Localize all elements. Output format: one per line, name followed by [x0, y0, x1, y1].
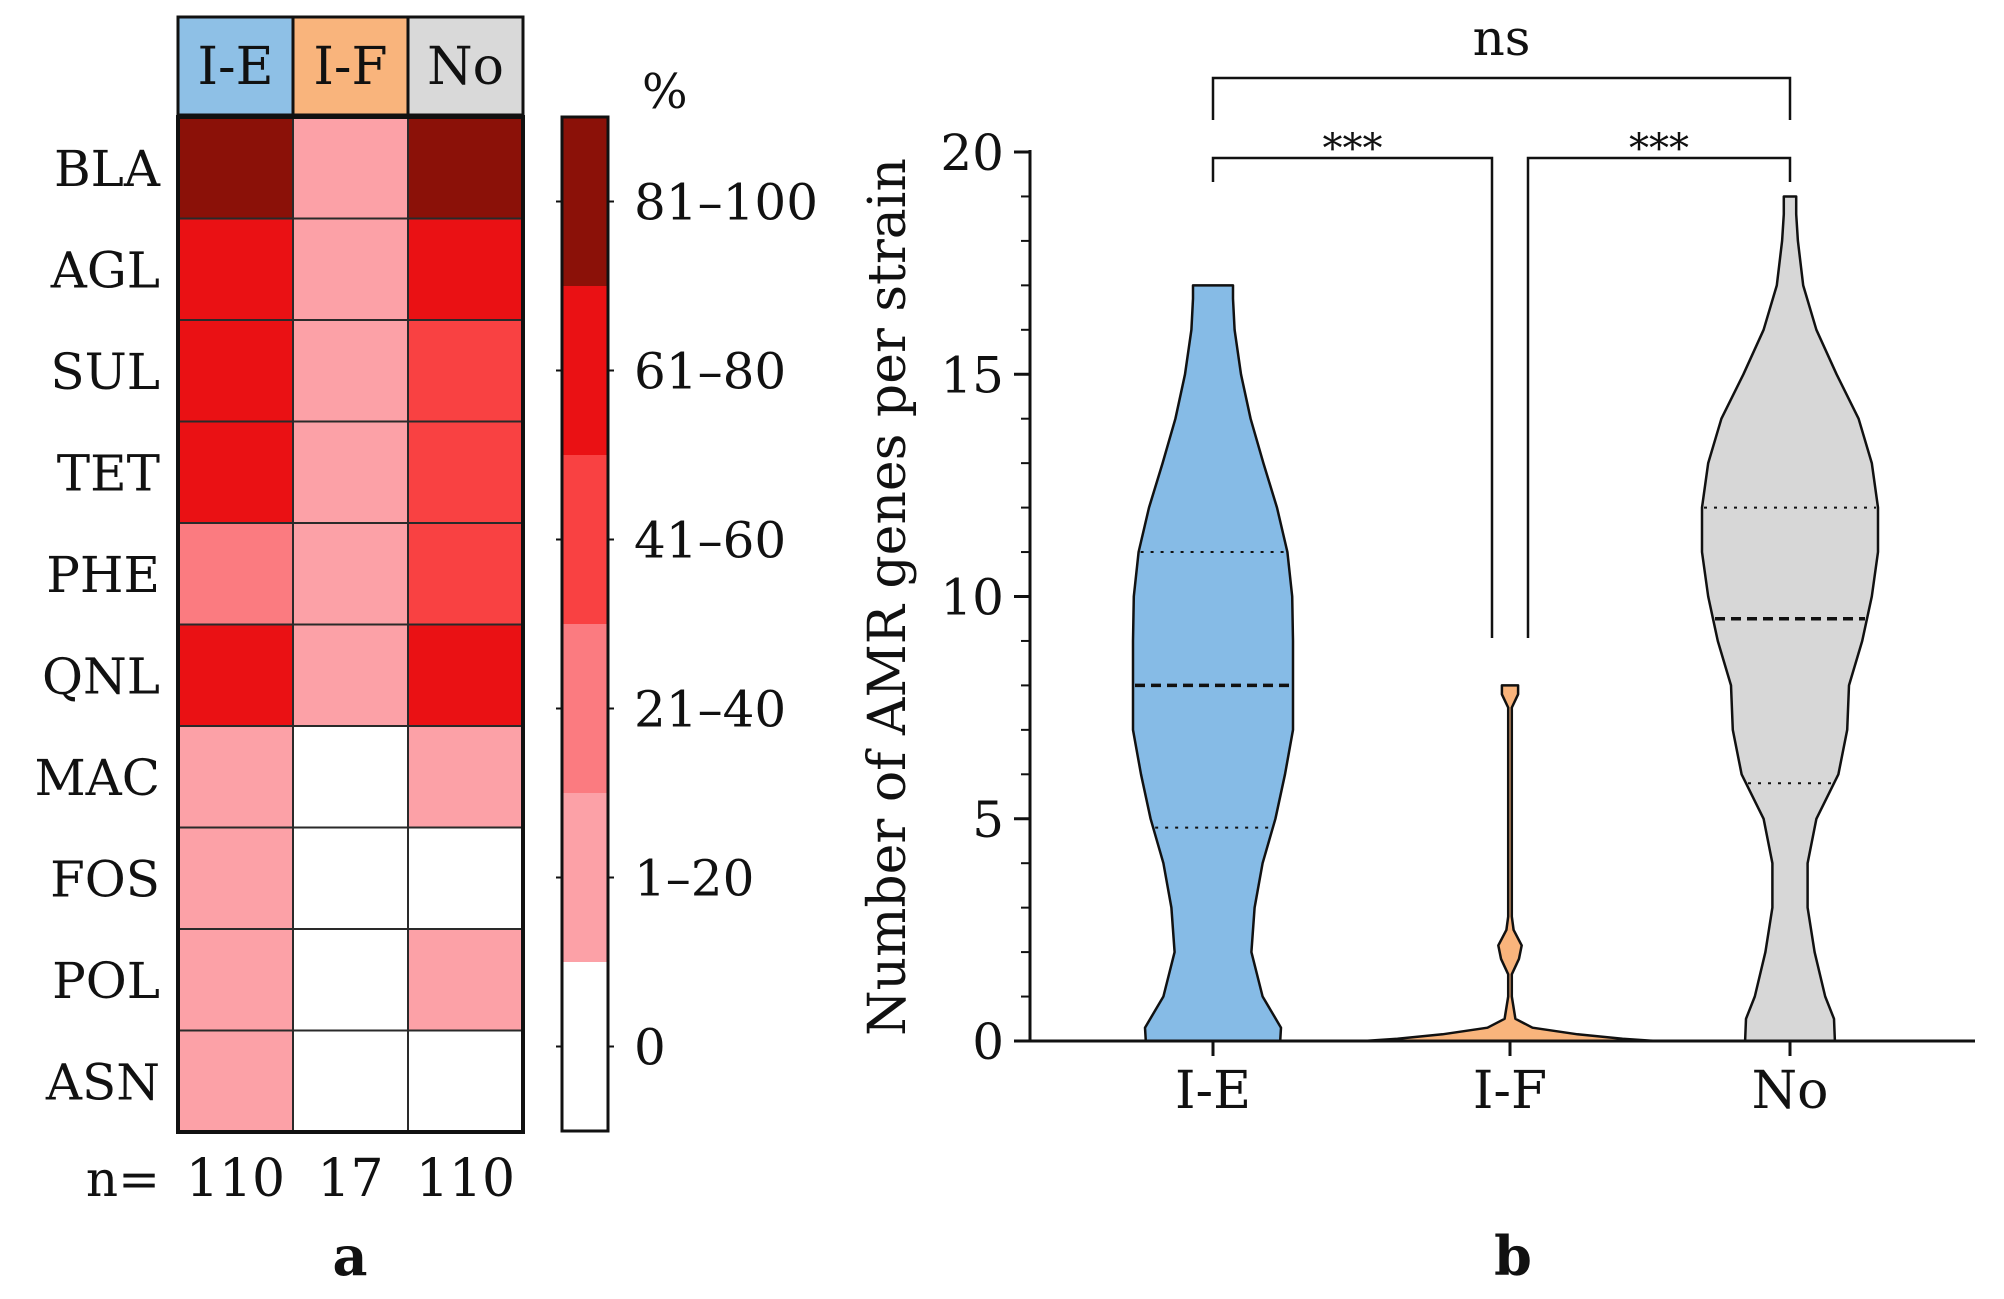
- n-value: 17: [317, 1149, 383, 1209]
- heatmap-cell: [177, 217, 294, 321]
- legend-label: 1–20: [634, 850, 754, 908]
- legend-border: [560, 115, 610, 1133]
- heatmap-cell: [177, 725, 294, 829]
- significance-label: ***: [1323, 126, 1383, 172]
- panel-label-a: a: [333, 1224, 368, 1288]
- heatmap-cell: [407, 826, 524, 930]
- legend-label: 0: [634, 1019, 666, 1077]
- heatmap-cell: [292, 319, 409, 423]
- heatmap-panel: I-E I-F No BLA AGL SUL TET PHE QNL MAC FOS POL ASN n=…: [34, 15, 818, 1288]
- heatmap-cell: [292, 1029, 409, 1133]
- significance-bracket: [1211, 156, 1494, 638]
- heatmap-cell: [292, 116, 409, 220]
- row-label: TET: [57, 444, 160, 502]
- legend-swatch: [562, 286, 608, 456]
- significance-bracket: [1526, 156, 1792, 638]
- row-label: QNL: [42, 647, 160, 705]
- heatmap-cell: [292, 928, 409, 1032]
- heatmap-cell: [292, 826, 409, 930]
- significance-bracket: [1211, 76, 1792, 120]
- heatmap-border: [176, 115, 525, 1134]
- n-value: 110: [186, 1149, 285, 1209]
- heatmap-cell: [407, 420, 524, 524]
- heatmap-cell: [407, 522, 524, 626]
- legend-swatch: [562, 793, 608, 963]
- row-label: MAC: [34, 749, 160, 807]
- legend-label: 61–80: [634, 343, 786, 401]
- y-tick-label: 20: [940, 124, 1004, 182]
- heatmap-cell: [407, 217, 524, 321]
- heatmap-cell: [177, 522, 294, 626]
- legend-swatch: [562, 624, 608, 794]
- heatmap-cell: [292, 217, 409, 321]
- legend-swatch: [562, 117, 608, 287]
- legend-label: 21–40: [634, 681, 786, 739]
- heatmap-cell: [407, 1029, 524, 1133]
- heatmap-cell: [177, 116, 294, 220]
- heatmap-cell: [177, 420, 294, 524]
- row-label: FOS: [50, 850, 160, 908]
- heatmap-cell: [177, 826, 294, 930]
- row-label: PHE: [46, 546, 160, 604]
- y-axis-label: Number of AMR genes per strain: [858, 158, 918, 1036]
- y-tick-label: 10: [940, 569, 1004, 627]
- legend-label: 81–100: [634, 174, 818, 232]
- violin-panel: 0 5 10 15 20 I-E I-F No Number of AMR genes per …: [858, 9, 1975, 1288]
- column-header-box: [176, 15, 295, 117]
- column-header-label: I-E: [197, 37, 273, 97]
- heatmap-cell: [407, 319, 524, 423]
- row-label: ASN: [45, 1053, 160, 1111]
- row-label: BLA: [54, 140, 161, 198]
- y-tick-label: 15: [940, 346, 1004, 404]
- violin-shape: [1700, 195, 1880, 1043]
- heatmap-cell: [407, 623, 524, 727]
- heatmap-cell: [177, 319, 294, 423]
- row-label: AGL: [50, 241, 160, 299]
- y-tick-label: 0: [972, 1013, 1004, 1071]
- significance-label: ns: [1473, 9, 1531, 67]
- heatmap-cell: [292, 522, 409, 626]
- violin-shape: [1131, 284, 1295, 1043]
- heatmap-cell: [292, 623, 409, 727]
- row-label: SUL: [50, 343, 160, 401]
- heatmap-cell: [407, 116, 524, 220]
- heatmap-cell: [177, 1029, 294, 1133]
- legend-label: 41–60: [634, 512, 786, 570]
- row-label: POL: [52, 952, 160, 1010]
- y-tick-label: 5: [972, 791, 1004, 849]
- legend-swatch: [562, 455, 608, 625]
- heatmap-cell: [177, 623, 294, 727]
- panel-label-b: b: [1494, 1224, 1532, 1288]
- violin-shape: [1362, 684, 1658, 1043]
- heatmap-cell: [407, 928, 524, 1032]
- x-tick-label: I-E: [1175, 1061, 1251, 1121]
- legend-title: %: [642, 64, 688, 120]
- heatmap-cell: [292, 420, 409, 524]
- significance-label: ***: [1629, 126, 1689, 172]
- n-label: n=: [86, 1150, 160, 1208]
- column-header-box: [291, 15, 410, 117]
- column-header-label: No: [427, 37, 504, 97]
- heatmap-cell: [292, 725, 409, 829]
- legend-swatch: [562, 962, 608, 1132]
- heatmap-cell: [177, 928, 294, 1032]
- x-tick-label: I-F: [1473, 1061, 1547, 1121]
- n-value: 110: [416, 1149, 515, 1209]
- column-header-label: I-F: [313, 37, 387, 97]
- x-tick-label: No: [1752, 1061, 1829, 1121]
- heatmap-cell: [407, 725, 524, 829]
